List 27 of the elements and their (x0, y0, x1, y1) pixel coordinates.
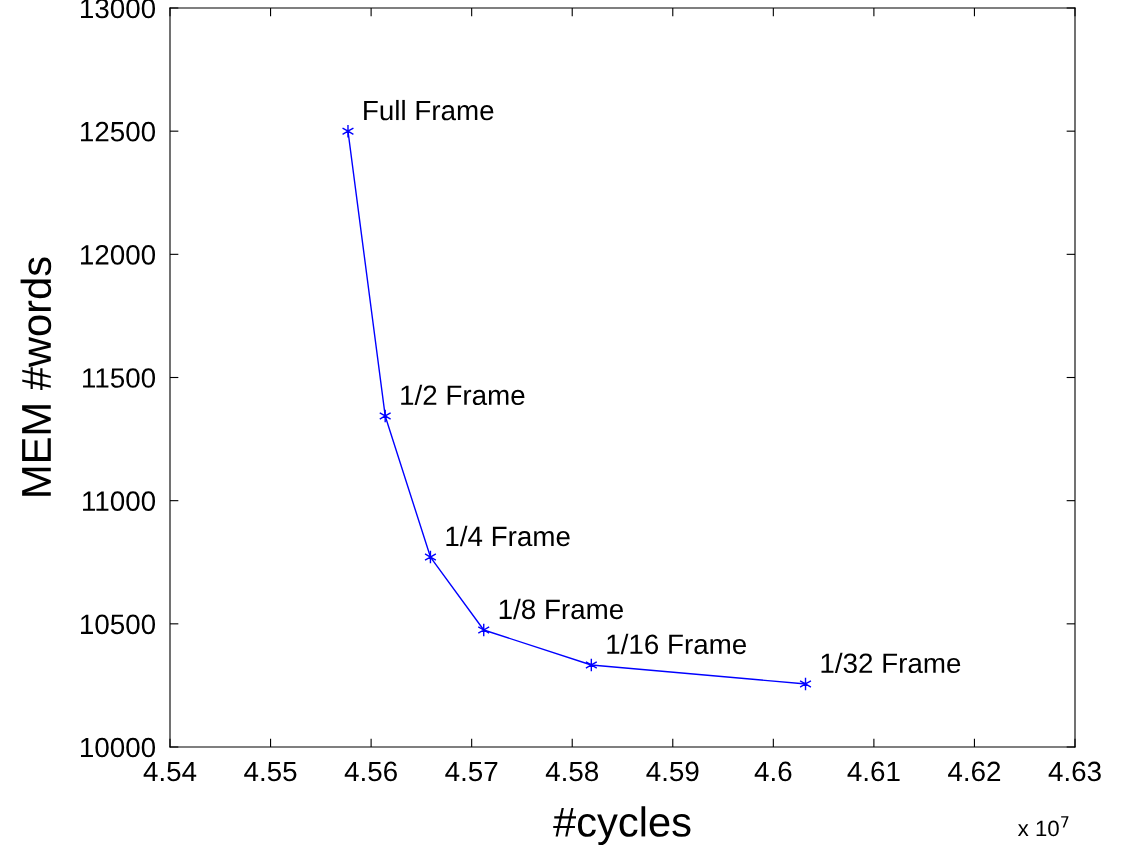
x-tick-label: 4.56 (344, 761, 397, 782)
point (379, 408, 392, 423)
annotation: 1/16 Frame (607, 633, 747, 655)
x-tick-label: 4.62 (948, 761, 1001, 782)
y-tick-label: 12500 (80, 121, 156, 142)
x-tick-label: 4.59 (646, 761, 699, 782)
x-tick-label: 4.6 (754, 761, 792, 782)
y-tick-label: 10500 (80, 614, 156, 635)
x-tick-label: 4.57 (445, 761, 498, 782)
y-tick-label: 10000 (80, 737, 156, 758)
x-tick-label: 4.54 (143, 761, 197, 782)
y-tick-label: 12000 (80, 245, 156, 265)
x-tick-label: 4.63 (1048, 761, 1101, 782)
x-tick-label: 4.55 (244, 761, 297, 782)
text: x 10$^{7}$ (1017, 816, 1069, 837)
annotation: Full Frame (364, 99, 494, 121)
annotation: 1/8 Frame (499, 598, 623, 620)
annotation: 1/32 Frame (821, 652, 961, 674)
y-tick-label: 11000 (83, 491, 156, 512)
y-axis-title: MEM #words (20, 257, 52, 496)
x-tick-label: 4.58 (545, 761, 599, 782)
point (341, 124, 355, 139)
x-axis-title: #cycles (553, 806, 691, 846)
annotation: 1/4 Frame (446, 525, 570, 547)
x-tick-label: 4.61 (847, 761, 900, 782)
y-tick-label: 11500 (83, 368, 156, 388)
annotation: 1/2 Frame (401, 384, 525, 406)
